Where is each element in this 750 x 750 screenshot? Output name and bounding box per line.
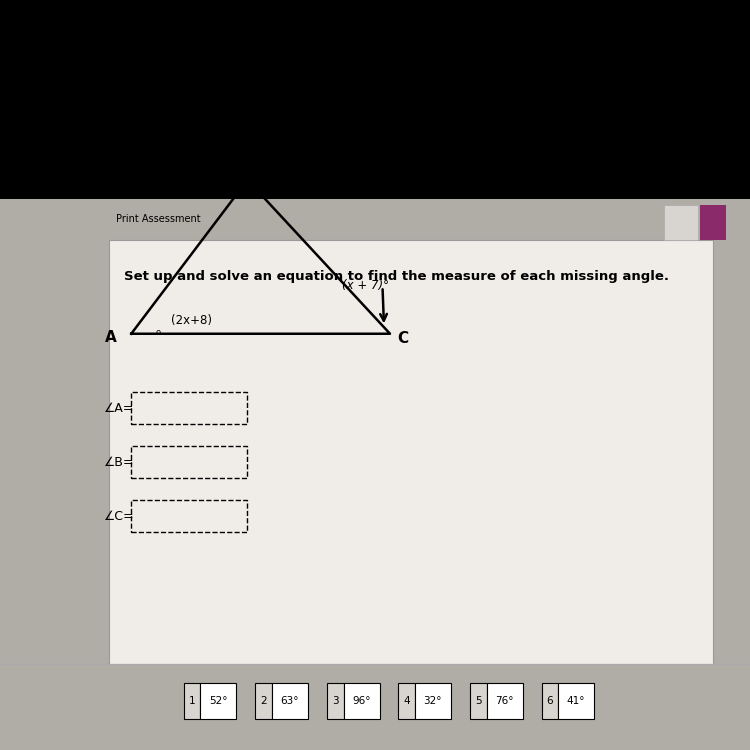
Text: 96°: 96° (352, 695, 370, 706)
Bar (272, 682, 308, 718)
Bar (109, 240, 712, 664)
Text: 41°: 41° (567, 695, 585, 706)
Bar (487, 682, 523, 718)
Bar (0, 0, 750, 199)
Text: C: C (398, 331, 408, 346)
Bar (415, 682, 451, 718)
Bar (470, 682, 487, 718)
Bar (0, 199, 750, 240)
Bar (327, 682, 344, 718)
Bar (398, 682, 415, 718)
Bar (255, 682, 272, 718)
Text: A: A (105, 330, 117, 345)
Text: (2x+8): (2x+8) (172, 314, 212, 327)
Text: Print Assessment: Print Assessment (116, 214, 201, 224)
Text: o: o (156, 328, 160, 337)
Text: B: B (240, 150, 252, 165)
Bar (0, 199, 750, 750)
Bar (344, 682, 380, 718)
Bar (200, 682, 236, 718)
Bar (558, 682, 594, 718)
Text: 52°: 52° (209, 695, 227, 706)
Text: 63°: 63° (280, 695, 298, 706)
Bar (700, 205, 726, 240)
Text: 3: 3 (332, 695, 338, 706)
Bar (542, 682, 558, 718)
Text: Set up and solve an equation to find the measure of each missing angle.: Set up and solve an equation to find the… (124, 270, 669, 283)
Text: 32°: 32° (424, 695, 442, 706)
Text: ∠C=: ∠C= (104, 510, 134, 524)
Bar (184, 682, 200, 718)
Bar (0, 664, 750, 750)
Text: 63°: 63° (216, 187, 238, 200)
Text: 6: 6 (547, 695, 553, 706)
Text: ∠B=: ∠B= (104, 456, 134, 470)
Text: 5: 5 (476, 695, 482, 706)
Bar (664, 205, 698, 240)
Text: 1: 1 (189, 695, 195, 706)
Text: 76°: 76° (496, 695, 514, 706)
Text: ∠A=: ∠A= (104, 402, 134, 416)
Text: (x + 7)°: (x + 7)° (343, 278, 389, 292)
Text: 2: 2 (260, 695, 266, 706)
Text: 4: 4 (404, 695, 410, 706)
